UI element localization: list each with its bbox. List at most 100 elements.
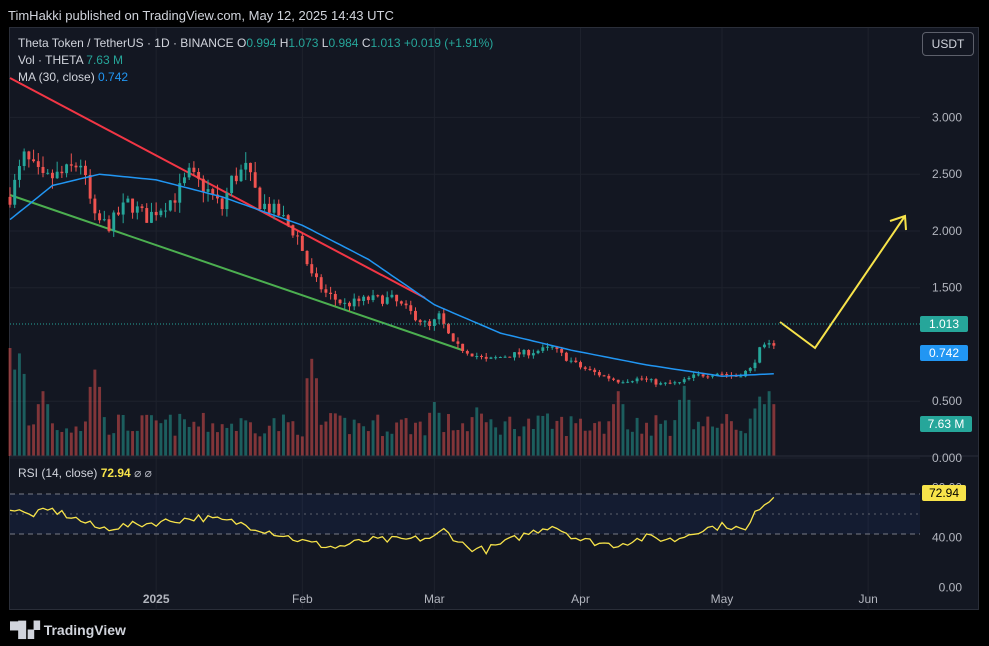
volume-bar [249,422,252,456]
volume-bar [149,415,153,456]
volume-bar [282,414,285,456]
projection-path[interactable] [779,215,906,350]
candle-body [404,303,408,306]
volume-bar [291,421,295,456]
support-trendline[interactable] [9,194,463,351]
candle-body [357,298,361,302]
volume-bar [484,422,488,456]
volume-bar [239,418,243,456]
volume-bar [744,433,748,456]
volume-bar [74,426,78,456]
volume-bar [319,424,323,456]
volume-bar [234,430,238,456]
candle-body [333,294,337,300]
candle-body [640,378,644,380]
volume-bar [711,426,715,456]
candle-body [145,208,149,223]
volume-bar [197,426,201,456]
candle-body [616,379,620,383]
candle-body [258,187,262,210]
candle-body [263,203,267,210]
candle-body [93,198,97,214]
volume-bar [437,412,441,456]
volume-bar [465,431,469,456]
candle-body [475,356,479,358]
price-axis: 3.000 2.500 2.000 1.500 0.500 0.000 [932,110,962,465]
volume-bar [126,430,130,456]
last-price-badge: 1.013 [920,316,968,332]
volume-bar [692,429,696,456]
volume-bar [404,418,408,456]
candle-body [560,348,564,353]
candle-body [22,151,26,167]
ma-price-label: 0.742 [929,346,959,360]
candle-body [748,368,752,371]
open-label: O [237,36,247,50]
volume-bars [8,348,776,456]
volume-bar [753,408,757,456]
volume-bar [725,414,729,456]
volume-bar [192,421,196,456]
volume-bar [597,421,601,456]
candle-body [13,179,17,205]
volume-bar [456,429,460,456]
time-tick-label: May [711,592,734,606]
candle-body [343,302,347,304]
volume-legend-label[interactable]: Vol · THETA [18,53,83,67]
volume-bar [253,433,257,456]
candle-body [253,172,257,188]
projection-arrowhead [889,214,907,231]
time-tick-label: Jun [858,592,877,606]
candle-body [164,210,168,212]
volume-bar [470,417,474,456]
rsi-settings-icons[interactable]: ⌀ ⌀ [134,466,152,480]
symbol-title[interactable]: Theta Token / TetherUS · 1D · BINANCE [18,36,234,50]
ma-legend-label[interactable]: MA (30, close) [18,70,95,84]
candle-body [442,313,446,324]
grid [10,28,920,610]
candle-body [385,297,389,304]
candle-body [291,225,295,236]
chart-frame[interactable] [9,27,979,610]
candle-body [701,374,705,377]
currency-button[interactable]: USDT [922,32,974,56]
candle-body [663,382,667,384]
tradingview-footer[interactable]: ▀▋▞ TradingView [10,621,126,639]
volume-bar [315,378,318,456]
ma-line [9,173,774,378]
volume-bar [258,436,262,456]
candle-body [41,166,45,173]
close-label: C [361,36,371,50]
candle-body [32,159,36,162]
volume-bar [286,422,290,456]
open-value: 0.994 [246,36,277,50]
candle-body [602,375,606,377]
candle-body [696,374,700,376]
close-value: 1.013 [370,36,401,50]
candle-body [508,356,512,358]
volume-bar [131,431,135,456]
candle-body [659,383,663,385]
candle-body [182,177,186,184]
rsi-legend-label[interactable]: RSI (14, close) [18,466,98,480]
symbol-legend: Theta Token / TetherUS · 1D · BINANCE O0… [18,36,493,50]
candle-body [187,167,191,178]
volume-bar [206,431,210,456]
candle-body [682,379,686,383]
volume-badge: 7.63 M [920,416,972,432]
candle-body [296,235,300,237]
volume-bar [244,420,248,456]
candle-body [513,352,516,358]
volume-bar [418,421,422,456]
candle-body [371,295,375,301]
volume-bar [663,420,667,456]
candle-body [621,382,625,384]
candle-body [315,273,318,278]
candle-body [550,346,554,348]
volume-bar [758,396,762,456]
tradingview-logo-icon: ▀▋▞ [10,622,40,639]
volume-bar [154,420,158,456]
candle-body [503,356,507,358]
rsi-tick-label: 0.00 [939,581,963,595]
